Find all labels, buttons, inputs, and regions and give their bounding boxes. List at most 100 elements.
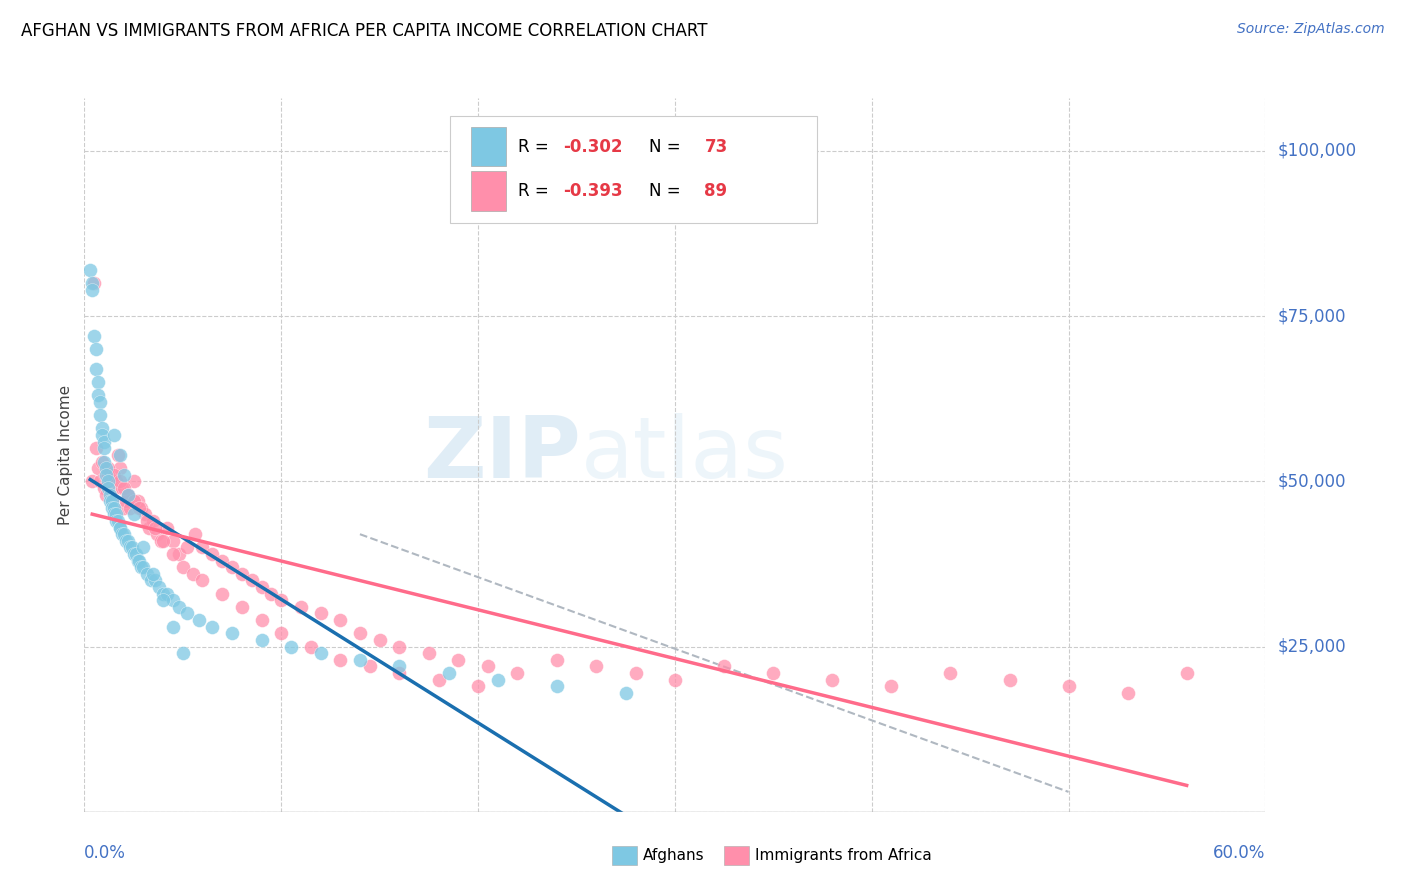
- Point: [97, 461, 120, 475]
- Text: Afghans: Afghans: [643, 848, 704, 863]
- Point: [152, 587, 174, 601]
- Point: [172, 560, 194, 574]
- Point: [146, 527, 169, 541]
- Point: [131, 560, 153, 574]
- Point: [89, 395, 111, 409]
- Point: [101, 494, 124, 508]
- Point: [117, 533, 139, 548]
- Point: [148, 580, 170, 594]
- Point: [138, 520, 160, 534]
- Point: [84, 442, 107, 456]
- Point: [1116, 686, 1139, 700]
- Point: [181, 566, 204, 581]
- Point: [111, 481, 134, 495]
- Point: [477, 659, 499, 673]
- Point: [132, 560, 155, 574]
- Point: [250, 613, 273, 627]
- Point: [112, 527, 135, 541]
- Point: [141, 574, 163, 588]
- Point: [142, 514, 165, 528]
- Point: [128, 554, 150, 568]
- Point: [624, 665, 647, 680]
- Point: [231, 599, 253, 614]
- Point: [91, 428, 114, 442]
- Point: [349, 626, 371, 640]
- Point: [97, 481, 120, 495]
- Point: [82, 475, 104, 489]
- Point: [270, 593, 292, 607]
- Point: [191, 541, 214, 555]
- Point: [664, 673, 686, 687]
- Point: [132, 541, 155, 555]
- Point: [98, 494, 121, 508]
- Point: [114, 533, 136, 548]
- Point: [585, 659, 607, 673]
- Point: [821, 673, 844, 687]
- Point: [87, 461, 110, 475]
- Point: [112, 500, 135, 515]
- Text: $25,000: $25,000: [1277, 638, 1346, 656]
- Text: ZIP: ZIP: [423, 413, 581, 497]
- Point: [388, 640, 411, 654]
- Point: [240, 574, 263, 588]
- Point: [388, 659, 411, 673]
- Point: [506, 665, 529, 680]
- Point: [162, 620, 184, 634]
- Point: [93, 481, 115, 495]
- Point: [101, 494, 124, 508]
- Point: [546, 653, 568, 667]
- Point: [176, 607, 198, 621]
- Point: [150, 533, 173, 548]
- Point: [97, 475, 120, 489]
- Point: [131, 500, 153, 515]
- Point: [427, 673, 450, 687]
- Point: [89, 475, 111, 489]
- Point: [467, 679, 489, 693]
- Point: [98, 487, 121, 501]
- Point: [142, 566, 165, 581]
- Point: [162, 547, 184, 561]
- Point: [93, 442, 115, 456]
- Point: [152, 593, 174, 607]
- Point: [1057, 679, 1080, 693]
- Point: [880, 679, 903, 693]
- Point: [118, 541, 141, 555]
- Point: [127, 554, 149, 568]
- Point: [93, 434, 115, 449]
- Point: [162, 533, 184, 548]
- Point: [152, 533, 174, 548]
- Point: [112, 481, 135, 495]
- Text: 73: 73: [704, 137, 728, 155]
- Point: [103, 500, 125, 515]
- Point: [136, 566, 159, 581]
- Point: [79, 263, 101, 277]
- Point: [82, 276, 104, 290]
- Point: [201, 547, 224, 561]
- Point: [447, 653, 470, 667]
- Point: [87, 376, 110, 390]
- Text: -0.393: -0.393: [562, 182, 623, 200]
- Point: [290, 599, 312, 614]
- Text: 60.0%: 60.0%: [1213, 844, 1265, 862]
- Point: [128, 500, 150, 515]
- Text: N =: N =: [650, 137, 686, 155]
- Point: [486, 673, 509, 687]
- Point: [84, 342, 107, 356]
- Text: 0.0%: 0.0%: [84, 844, 127, 862]
- Point: [104, 475, 127, 489]
- Point: [167, 599, 190, 614]
- Point: [107, 514, 129, 528]
- Point: [211, 587, 233, 601]
- Point: [112, 467, 135, 482]
- Point: [84, 362, 107, 376]
- Point: [1175, 665, 1198, 680]
- Point: [939, 665, 962, 680]
- Point: [108, 520, 131, 534]
- Point: [122, 494, 145, 508]
- Point: [250, 632, 273, 647]
- Point: [104, 508, 127, 522]
- Point: [121, 541, 143, 555]
- Text: Source: ZipAtlas.com: Source: ZipAtlas.com: [1237, 22, 1385, 37]
- Y-axis label: Per Capita Income: Per Capita Income: [58, 384, 73, 525]
- Point: [187, 613, 209, 627]
